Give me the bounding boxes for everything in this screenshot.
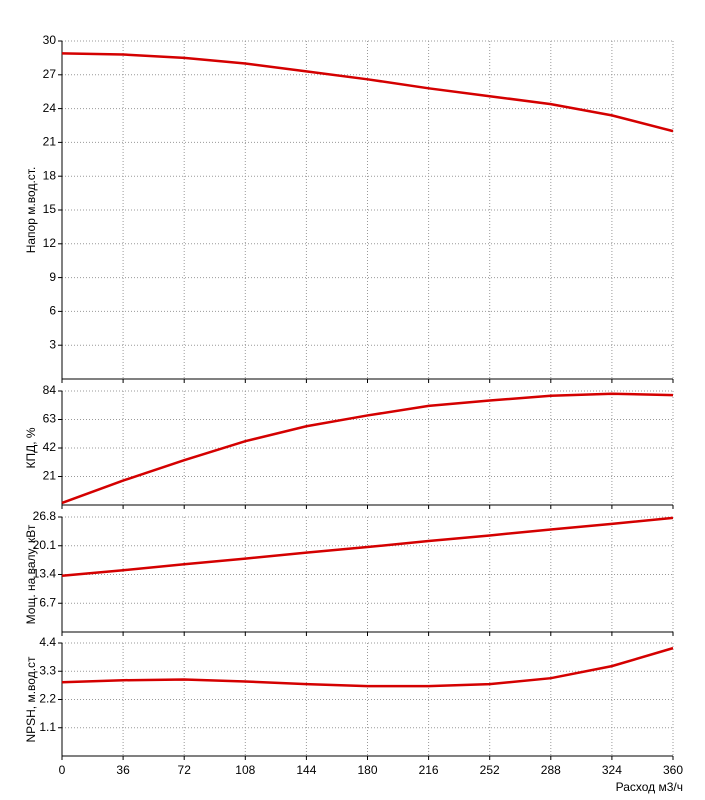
y-axis-label: Напор м.вод.ст. [24, 167, 38, 254]
curve [61, 52, 674, 133]
x-tick-label: 108 [235, 763, 255, 777]
x-tick-label: 252 [480, 763, 500, 777]
x-tick-label: 36 [116, 763, 130, 777]
y-tick-label: 2.2 [39, 692, 56, 706]
y-tick-label: 6 [49, 304, 56, 318]
x-tick-label: 360 [663, 763, 683, 777]
y-tick-label: 42 [43, 440, 57, 454]
y-tick-label: 6.7 [39, 595, 56, 609]
y-tick-label: 9 [49, 270, 56, 284]
y-tick-label: 1.1 [39, 720, 56, 734]
y-tick-label: 63 [43, 412, 57, 426]
y-tick-label: 26.8 [33, 509, 57, 523]
x-axis-label: Расход м3/ч [616, 780, 683, 794]
x-tick-label: 216 [419, 763, 439, 777]
y-tick-label: 3 [49, 337, 56, 351]
y-tick-label: 20.1 [33, 538, 57, 552]
y-axis-label: NPSH, м.вод.ст [24, 656, 38, 743]
x-tick-label: 0 [59, 763, 66, 777]
curve [61, 392, 674, 505]
y-tick-label: 12 [43, 236, 57, 250]
y-tick-label: 84 [43, 383, 57, 397]
x-tick-label: 180 [357, 763, 377, 777]
y-tick-label: 30 [43, 33, 57, 47]
y-tick-label: 21 [43, 469, 57, 483]
y-axis-label: КПД, % [24, 427, 38, 468]
curve [61, 646, 674, 688]
y-axis-label: Мощ. на валу, кВт [24, 524, 38, 624]
x-tick-label: 288 [541, 763, 561, 777]
y-tick-label: 3.3 [39, 663, 56, 677]
x-tick-label: 144 [296, 763, 316, 777]
x-tick-label: 324 [602, 763, 622, 777]
y-tick-label: 21 [43, 135, 57, 149]
y-tick-label: 18 [43, 168, 57, 182]
y-tick-label: 24 [43, 101, 57, 115]
y-tick-label: 15 [43, 202, 57, 216]
y-tick-label: 4.4 [39, 635, 56, 649]
x-tick-label: 72 [178, 763, 192, 777]
y-tick-label: 27 [43, 67, 57, 81]
curve [61, 516, 674, 578]
y-tick-label: 13.4 [33, 567, 57, 581]
